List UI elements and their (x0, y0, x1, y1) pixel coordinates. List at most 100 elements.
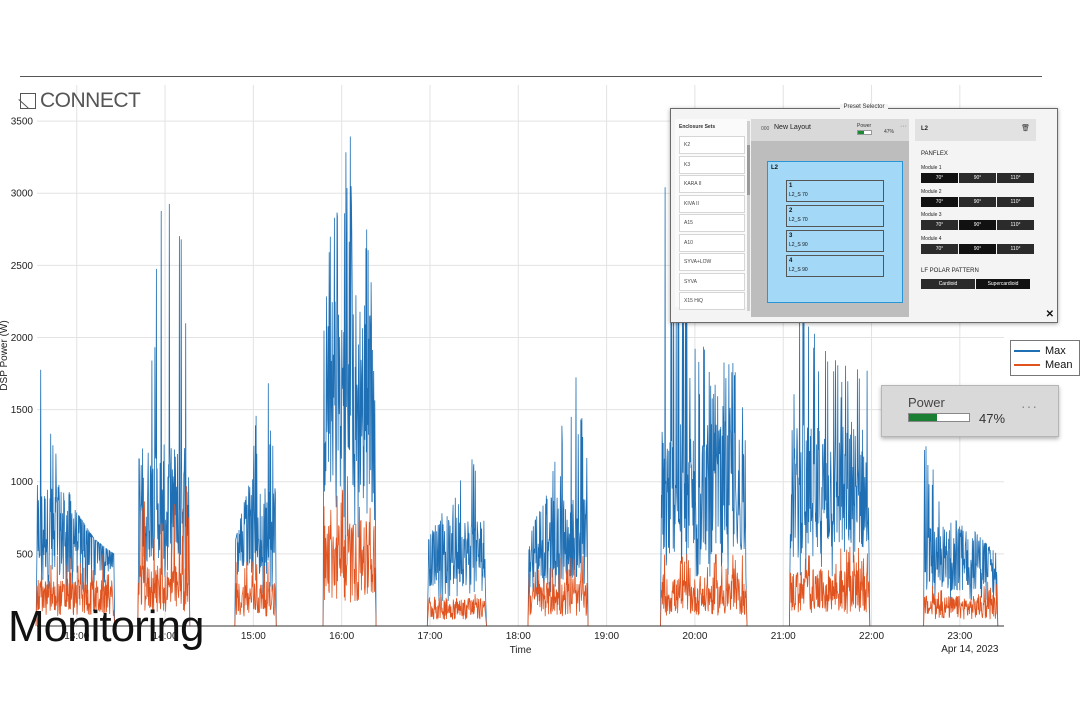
panflex-section-label: PANFLEX (921, 151, 948, 157)
module-angle-selector: 70° 90° 110° (921, 173, 1034, 183)
y-tick-label: 2000 (11, 333, 34, 344)
layout-header: 000 New Layout Power 47% ··· (751, 119, 909, 141)
x-tick-label: 14:00 (153, 631, 178, 642)
enclosure-sets-panel: Enclosure Sets K2 K3 KARA II KIVA II A15 A10 S… (675, 119, 747, 310)
legend-label-mean: Mean (1045, 359, 1073, 371)
chart-legend: Max Mean (1010, 340, 1080, 376)
array-module[interactable]: 2 L2_S 70 (786, 205, 884, 227)
module-value: L2_S 90 (789, 267, 808, 273)
connect-logo-icon (20, 93, 36, 109)
layout-power-bar (857, 130, 872, 135)
chart-grid (37, 85, 1004, 626)
legend-line-max (1014, 350, 1040, 352)
lf-polar-option[interactable]: Supercardioid (976, 279, 1030, 289)
array-module[interactable]: 3 L2_S 90 (786, 230, 884, 252)
enclosure-item[interactable]: KARA II (679, 175, 745, 193)
layout-name[interactable]: New Layout (774, 124, 811, 131)
module-label: Module 1 (921, 165, 942, 171)
properties-header: L2 🗑 (915, 119, 1036, 141)
enclosure-scrollbar[interactable] (747, 121, 750, 311)
power-bar (908, 413, 970, 422)
trash-icon[interactable]: 🗑 (1021, 125, 1030, 132)
layout-more-icon[interactable]: ··· (900, 123, 907, 130)
angle-option[interactable]: 90° (959, 243, 996, 254)
legend-item-max: Max (1014, 344, 1073, 358)
module-label: Module 3 (921, 212, 942, 218)
angle-option[interactable]: 90° (959, 220, 996, 230)
array-module[interactable]: 4 L2_S 90 (786, 255, 884, 277)
array-module[interactable]: 1 L2_S 70 (786, 180, 884, 202)
properties-title: L2 (921, 126, 929, 132)
legend-line-mean (1014, 364, 1040, 366)
x-tick-label: 16:00 (329, 631, 354, 642)
module-label: Module 4 (921, 235, 942, 242)
preset-selector-window: Preset Selector Enclosure Sets K2 K3 KARA … (670, 104, 1058, 323)
angle-option[interactable]: 70° (921, 243, 958, 254)
power-popout: Power 47% ··· (881, 385, 1059, 437)
angle-option[interactable]: 70° (921, 196, 958, 207)
angle-option[interactable]: 90° (959, 196, 996, 207)
more-options-icon[interactable]: ··· (1021, 398, 1038, 414)
angle-option[interactable]: 110° (997, 243, 1034, 254)
legend-label-max: Max (1045, 345, 1066, 357)
x-tick-label: 17:00 (417, 631, 442, 642)
module-angle-selector: 70° 90° 110° (921, 196, 1034, 207)
y-tick-label: 3000 (11, 189, 34, 200)
module-number: 3 (789, 233, 793, 239)
angle-option[interactable]: 70° (921, 220, 958, 230)
power-label: Power (908, 395, 945, 410)
enclosure-item[interactable]: A10 (679, 233, 745, 252)
lf-polar-option[interactable]: Cardioid (921, 279, 975, 289)
angle-option[interactable]: 110° (997, 220, 1034, 230)
close-icon[interactable]: ✕ (1045, 309, 1054, 320)
module-angle-selector: 70° 90° 110° (921, 243, 1034, 254)
enclosure-item[interactable]: X15 HiQ (679, 292, 745, 310)
module-angle-selector: 70° 90° 110° (921, 220, 1034, 230)
enclosure-item[interactable]: SYVA+LOW (679, 253, 745, 271)
layout-power-label: Power (857, 123, 872, 129)
y-tick-label: 3500 (11, 117, 34, 128)
angle-option[interactable]: 110° (997, 196, 1034, 207)
x-axis-title: Time (510, 645, 532, 656)
array-label: L2 (771, 165, 779, 171)
brand-name: CONNECT (40, 89, 141, 112)
power-percent: 47% (979, 411, 1006, 426)
layout-number: 000 (761, 126, 770, 132)
brand-logo: CONNECT (20, 89, 141, 113)
module-value: L2_S 90 (789, 242, 808, 248)
module-label: Module 2 (921, 188, 942, 195)
module-number: 1 (789, 183, 793, 189)
enclosure-sets-header: Enclosure Sets (679, 124, 716, 130)
series-line-mean (35, 476, 999, 627)
monitoring-title: Monitoring (8, 602, 204, 651)
layout-panel: 000 New Layout Power 47% ··· L2 1 L2_S 70… (751, 119, 909, 317)
y-tick-label: 1000 (11, 477, 34, 488)
enclosure-item[interactable]: K2 (679, 136, 745, 154)
enclosure-item[interactable]: A15 (679, 214, 745, 232)
layout-power-fill (858, 131, 865, 134)
power-bar-fill (909, 414, 938, 421)
y-axis-title: DSP Power (W) (0, 320, 10, 390)
x-tick-label: 23:00 (947, 631, 972, 642)
y-tick-label: 2500 (11, 261, 34, 272)
angle-option[interactable]: 90° (959, 173, 996, 183)
x-tick-label: 20:00 (682, 631, 707, 642)
module-number: 2 (789, 208, 793, 214)
x-tick-label: 13:00 (64, 631, 89, 642)
x-tick-label: 18:00 (506, 631, 531, 642)
x-tick-label: 15:00 (241, 631, 266, 642)
enclosure-item[interactable]: SYVA (679, 272, 745, 291)
y-tick-label: 1500 (11, 405, 34, 416)
array-box-l2[interactable]: L2 1 L2_S 70 2 L2_S 70 3 L2_S 90 4 L2_S 90 (767, 161, 903, 303)
header-divider (20, 76, 1042, 77)
enclosure-item[interactable]: KIVA II (679, 194, 745, 213)
lf-polar-section-label: LF POLAR PATTERN (921, 268, 979, 274)
angle-option[interactable]: 70° (921, 173, 958, 183)
enclosure-item[interactable]: K3 (679, 155, 745, 174)
x-tick-label: 19:00 (594, 631, 619, 642)
x-tick-label: 21:00 (771, 631, 796, 642)
angle-option[interactable]: 110° (997, 173, 1034, 183)
